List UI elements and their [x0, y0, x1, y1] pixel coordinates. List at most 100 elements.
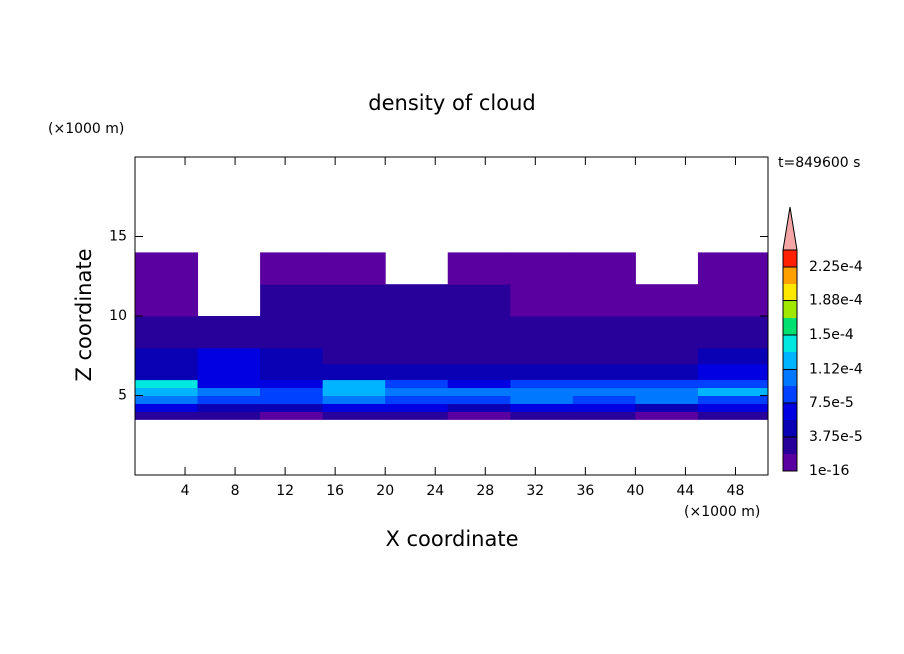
- field-cell: [510, 387, 574, 396]
- field-cell: [635, 411, 699, 420]
- field-cell: [135, 284, 199, 317]
- field-cell: [260, 347, 324, 365]
- field-cell: [510, 403, 574, 412]
- field-cell: [572, 411, 636, 420]
- field-cell: [635, 395, 699, 404]
- field-cell: [322, 403, 386, 412]
- field-cell: [385, 363, 449, 381]
- field-cell: [635, 284, 699, 317]
- x-unit-label: (×1000 m): [684, 504, 760, 520]
- field-cell: [197, 395, 261, 404]
- field-cell: [572, 395, 636, 404]
- field-cell: [697, 387, 769, 396]
- y-tick-label: 5: [118, 388, 127, 404]
- x-tick-label: 8: [231, 483, 240, 499]
- x-tick-label: 44: [677, 483, 695, 499]
- colorbar-band: [783, 301, 797, 318]
- x-tick-label: 16: [326, 483, 344, 499]
- field-cell: [697, 252, 769, 285]
- field-cell: [697, 284, 769, 317]
- colorbar-band: [783, 454, 797, 471]
- field-cell: [260, 252, 324, 285]
- x-tick-label: 40: [626, 483, 644, 499]
- field-cell: [322, 284, 386, 317]
- colorbar-label: 1.12e-4: [809, 361, 863, 377]
- field-cell: [510, 411, 574, 420]
- chart-title: density of cloud: [368, 91, 535, 115]
- field-cell: [447, 387, 511, 396]
- field-cell: [322, 316, 386, 349]
- field-cell: [385, 403, 449, 412]
- x-tick-label: 24: [426, 483, 444, 499]
- field-cell: [510, 379, 574, 389]
- colorbar-band: [783, 267, 797, 284]
- field-cell: [322, 387, 386, 396]
- field-cell: [447, 379, 511, 389]
- field-cell: [385, 316, 449, 349]
- colorbar-band: [783, 437, 797, 454]
- colorbar-band: [783, 318, 797, 335]
- field-cell: [135, 252, 199, 285]
- y-tick-label: 10: [109, 308, 127, 324]
- colorbar-label: 1.5e-4: [809, 327, 854, 343]
- field-cell: [572, 403, 636, 412]
- field-cell: [385, 284, 449, 317]
- field-cell: [260, 379, 324, 389]
- colorbar-label: 7.5e-5: [809, 395, 854, 411]
- field-cell: [447, 403, 511, 412]
- field-cell: [635, 347, 699, 365]
- field-cell: [197, 387, 261, 396]
- field-cell: [135, 403, 199, 412]
- x-tick-label: 4: [181, 483, 190, 499]
- field-cell: [697, 411, 769, 420]
- field-cell: [572, 379, 636, 389]
- field-cell: [697, 316, 769, 349]
- colorbar-band: [783, 420, 797, 437]
- field-cell: [197, 411, 261, 420]
- field-cell: [635, 403, 699, 412]
- y-axis-label: Z coordinate: [72, 248, 96, 381]
- field-cell: [385, 411, 449, 420]
- field-cell: [135, 316, 199, 349]
- colorbar-label: 3.75e-5: [809, 429, 863, 445]
- y-unit-label: (×1000 m): [48, 121, 124, 137]
- field-cell: [385, 395, 449, 404]
- field-cell: [135, 379, 199, 389]
- field-cell: [572, 284, 636, 317]
- colorbar-band: [783, 403, 797, 420]
- field-cell: [135, 395, 199, 404]
- colorbar-label: 1e-16: [809, 463, 849, 479]
- field-cell: [447, 363, 511, 381]
- field-cell: [510, 252, 574, 285]
- field-cell: [385, 387, 449, 396]
- field-cell: [197, 347, 261, 365]
- colorbar-band: [783, 369, 797, 386]
- colorbar-extend: [782, 206, 798, 251]
- x-tick-label: 28: [476, 483, 494, 499]
- field-cell: [197, 379, 261, 389]
- field-cell: [385, 347, 449, 365]
- field-cell: [135, 387, 199, 396]
- field-cell: [260, 395, 324, 404]
- colorbar-band: [783, 352, 797, 369]
- field-cell: [447, 395, 511, 404]
- field-cell: [260, 363, 324, 381]
- x-tick-label: 36: [576, 483, 594, 499]
- field-cell: [697, 403, 769, 412]
- x-axis-label: X coordinate: [385, 527, 518, 551]
- field-cell: [510, 363, 574, 381]
- field-cell: [635, 363, 699, 381]
- field-cell: [572, 316, 636, 349]
- field-cell: [572, 252, 636, 285]
- field-cell: [447, 316, 511, 349]
- field-cell: [322, 252, 386, 285]
- field-cell: [135, 363, 199, 381]
- field-cell: [260, 411, 324, 420]
- field-cell: [260, 316, 324, 349]
- field-cell: [447, 284, 511, 317]
- field-cell: [510, 284, 574, 317]
- x-tick-label: 12: [276, 483, 294, 499]
- field-cell: [135, 347, 199, 365]
- field-cell: [510, 347, 574, 365]
